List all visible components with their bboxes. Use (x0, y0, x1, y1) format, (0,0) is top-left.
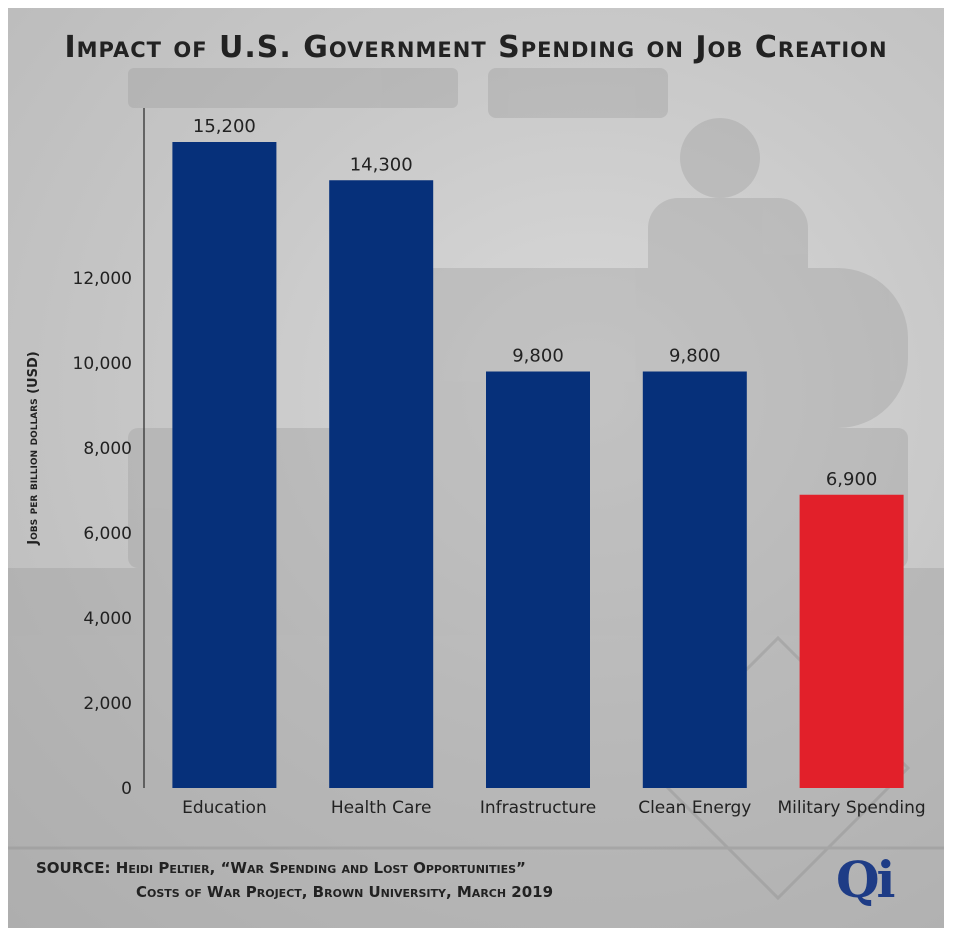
source-line-1: SOURCE: Heidi Peltier, “War Spending and… (36, 859, 526, 877)
bar-military-spending (799, 494, 904, 788)
y-tick-label: 4,000 (83, 609, 132, 629)
y-tick-label: 8,000 (83, 439, 132, 459)
y-tick-label: 6,000 (83, 524, 132, 544)
source-citation: SOURCE: Heidi Peltier, “War Spending and… (36, 856, 553, 904)
data-label: 15,200 (193, 116, 256, 137)
x-tick-label: Education (182, 798, 267, 818)
y-tick-label: 10,000 (73, 354, 132, 374)
y-tick-label: 0 (121, 779, 132, 799)
data-label: 9,800 (669, 346, 721, 367)
x-tick-label: Infrastructure (480, 798, 596, 818)
qi-logo: Qi (836, 850, 896, 909)
y-tick-label: 2,000 (83, 694, 132, 714)
chart-title: Impact of U.S. Government Spending on Jo… (64, 30, 888, 65)
bar-health-care (329, 180, 434, 788)
bar-clean-energy (642, 371, 747, 788)
x-tick-label: Military Spending (777, 798, 925, 818)
bar-chart: 0 2,000 4,000 6,000 8,000 10,000 12,000 15,200… (73, 108, 926, 818)
data-label: 14,300 (350, 154, 413, 175)
y-tick-label: 12,000 (73, 269, 132, 289)
x-tick-label: Clean Energy (638, 798, 751, 818)
source-line-2: Costs of War Project, Brown University, … (136, 883, 554, 901)
data-label: 9,800 (512, 346, 564, 367)
data-label: 6,900 (826, 469, 878, 490)
bar-education (172, 142, 277, 788)
chart-frame: Impact of U.S. Government Spending on Jo… (8, 8, 944, 928)
bar-infrastructure (486, 371, 590, 788)
x-tick-label: Health Care (331, 798, 432, 818)
